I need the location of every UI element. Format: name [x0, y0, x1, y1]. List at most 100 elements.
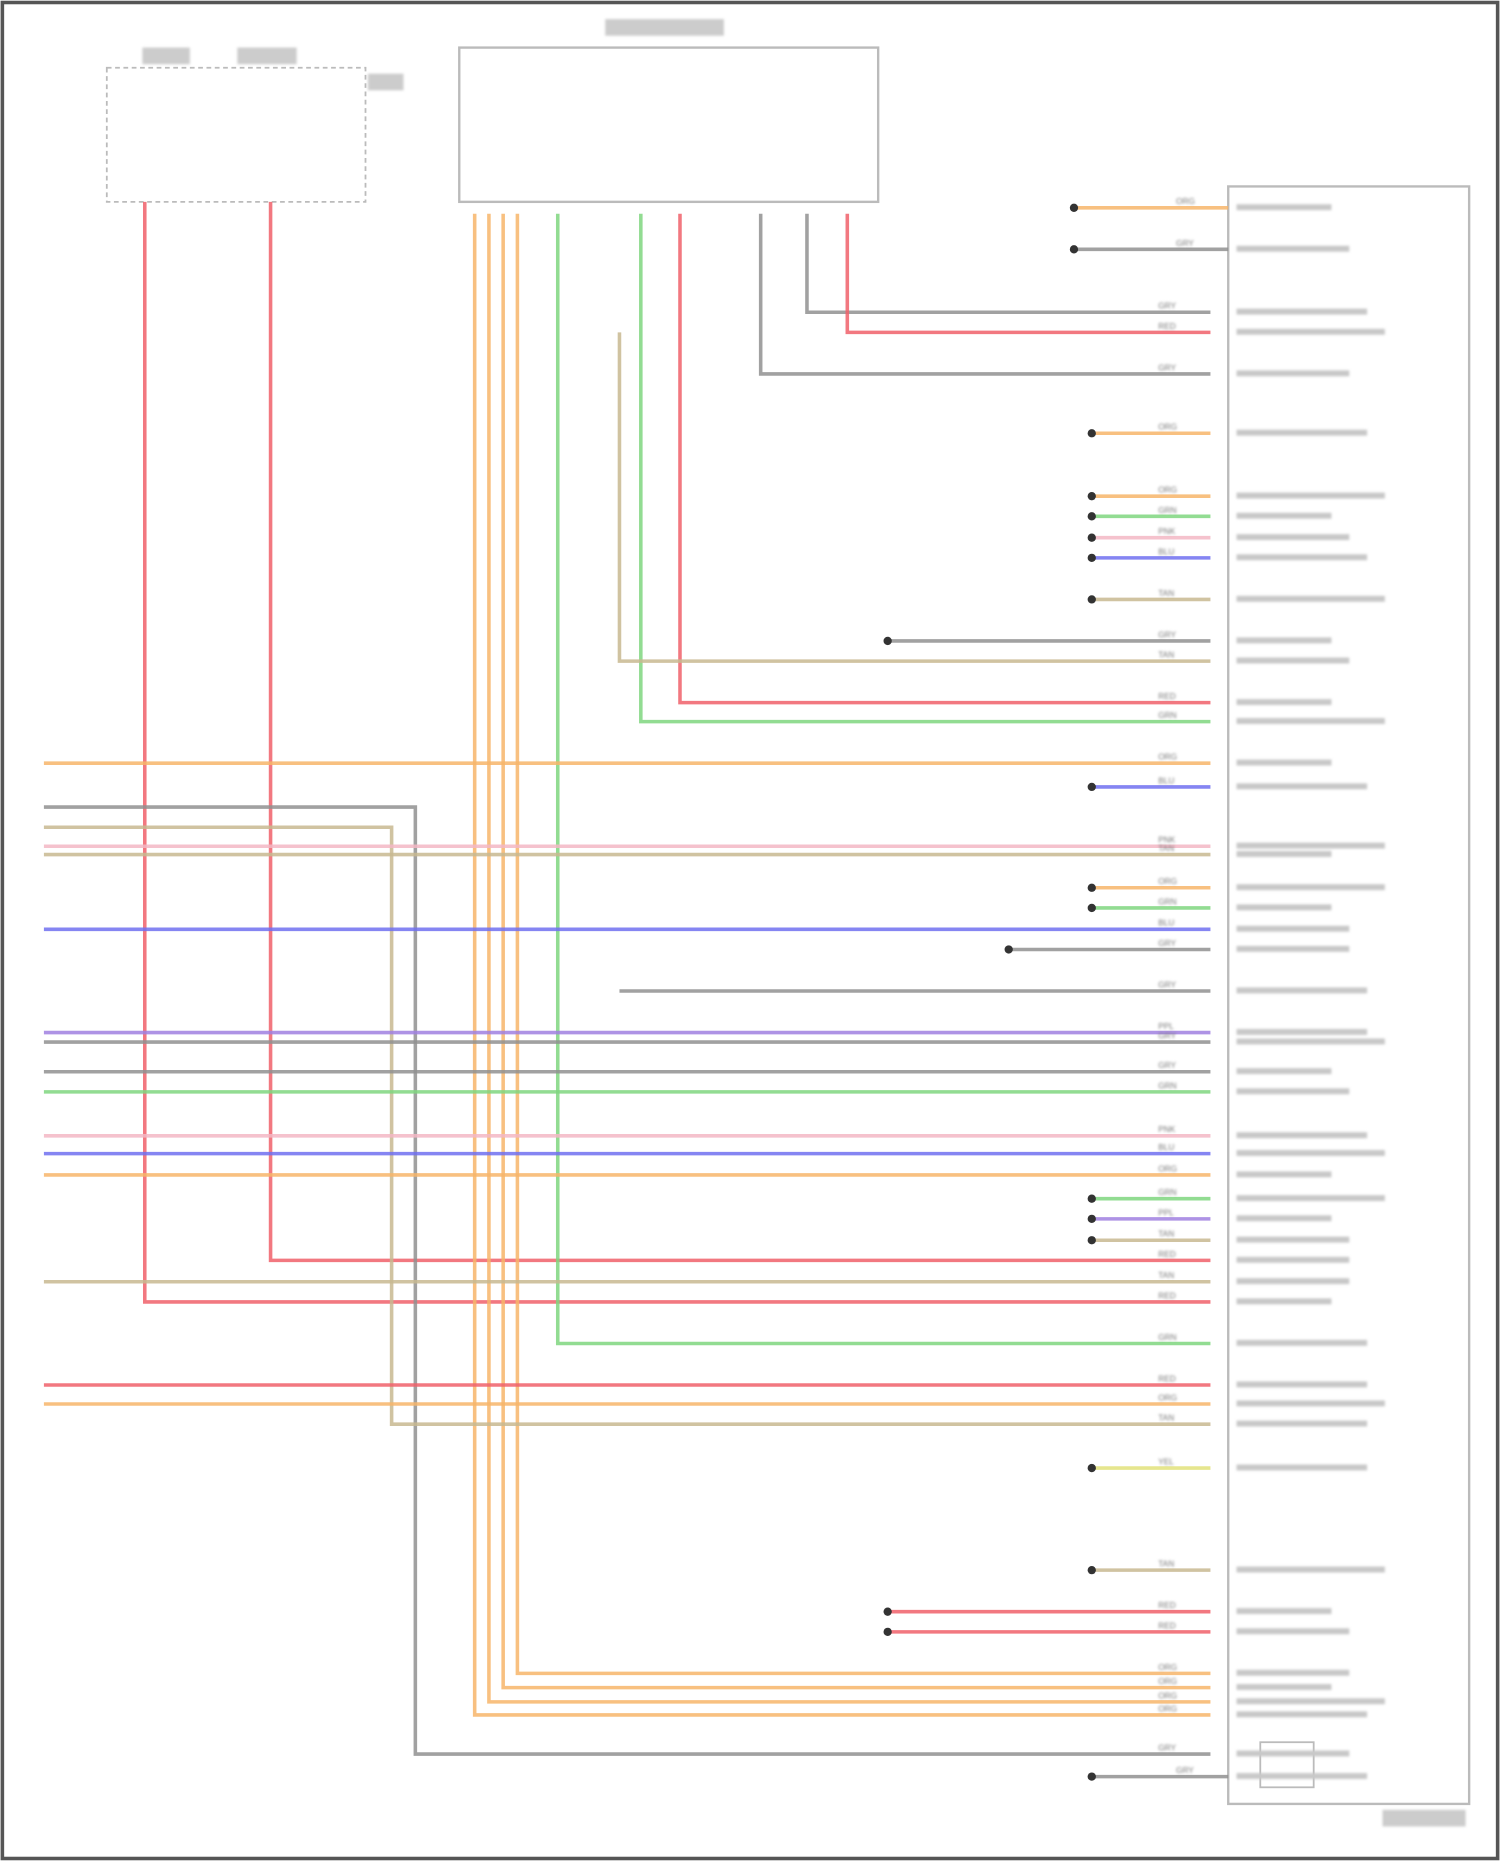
pin-label-illegible	[1236, 884, 1385, 891]
pin-label-illegible	[1236, 1339, 1368, 1346]
pin-label-illegible	[1236, 1298, 1332, 1305]
splice-dot	[883, 636, 892, 646]
pin-label-illegible	[1236, 1420, 1368, 1427]
wire-gry	[758, 213, 1211, 376]
pin-label-illegible	[1236, 637, 1332, 644]
splice-dot	[1087, 553, 1096, 563]
top-module-box	[458, 46, 880, 204]
pin-label-illegible	[1236, 1150, 1385, 1156]
pin-label-illegible	[1236, 904, 1332, 911]
wire-color-label: TAN	[1158, 1270, 1174, 1280]
wire-color-label: ORG	[1158, 1676, 1177, 1686]
splice-dot	[1087, 1772, 1096, 1781]
wire-color-label: GRY	[1158, 1743, 1176, 1753]
splice-dot	[1087, 429, 1096, 438]
wire-color-label: PNK	[1158, 526, 1176, 536]
pin-label-illegible	[1236, 1278, 1350, 1285]
splice-dot	[1069, 203, 1079, 212]
pin-label-illegible	[1236, 1464, 1368, 1471]
fuse-block-box	[105, 66, 367, 203]
wire-color-label: PPL	[1158, 1021, 1174, 1031]
splice-dot	[1087, 782, 1096, 792]
splice-dot	[1087, 1214, 1096, 1224]
wire-color-label: GRY	[1158, 979, 1176, 989]
wire-color-label: GRN	[1158, 505, 1176, 515]
pin-label-illegible	[1236, 1381, 1368, 1388]
header-label-illegible	[1382, 1809, 1466, 1827]
pin-label-illegible	[1236, 1195, 1385, 1202]
wire-grn	[639, 213, 1211, 724]
pin-label-illegible	[1236, 1711, 1368, 1718]
wire-color-label: RED	[1158, 1373, 1176, 1383]
pin-label-illegible	[1236, 1628, 1350, 1635]
pin-label-illegible	[1236, 512, 1332, 519]
wire-tan	[43, 825, 1211, 1426]
wire-color-label: ORG	[1158, 485, 1177, 495]
wire-color-label: GRN	[1158, 1080, 1176, 1090]
pin-label-illegible	[1236, 429, 1368, 436]
pin-label-illegible	[1236, 370, 1350, 377]
wire-color-label: RED	[1158, 691, 1176, 701]
splice-dot	[1087, 903, 1096, 913]
wire-gry	[805, 213, 1211, 315]
pin-label-illegible	[1236, 850, 1332, 857]
wire-org	[487, 213, 1211, 1704]
pin-label-illegible	[1236, 1566, 1385, 1573]
wire-color-label: RED	[1158, 321, 1176, 331]
wire-color-label: BLU	[1158, 546, 1174, 556]
wire-color-label: GRY	[1176, 1765, 1194, 1775]
splice-dot	[1087, 883, 1096, 892]
pin-label-illegible	[1236, 245, 1350, 252]
header-label-illegible	[142, 47, 190, 65]
wire-tan	[617, 332, 1211, 663]
wire-color-label: RED	[1158, 1620, 1176, 1630]
wire-org	[501, 213, 1211, 1690]
wire-color-label: TAN	[1158, 1559, 1174, 1569]
pin-label-illegible	[1236, 328, 1385, 335]
wire-color-label: BLU	[1158, 1142, 1174, 1152]
pin-label-illegible	[1236, 1669, 1350, 1676]
pin-label-illegible	[1236, 1698, 1385, 1705]
pin-label-illegible	[1236, 759, 1332, 766]
pin-label-illegible	[1236, 783, 1368, 790]
pin-label-illegible	[1236, 657, 1350, 664]
wire-grn	[555, 213, 1211, 1346]
wire-color-label: BLU	[1158, 918, 1174, 928]
wire-color-label: GRY	[1158, 301, 1176, 311]
splice-dot	[1087, 512, 1096, 521]
labels-layer: RED RED ORG ORG ORG ORG GRN GRN RED GRY GRY RED ORG G…	[142, 19, 1466, 1827]
wire-color-label: TAN	[1158, 843, 1174, 853]
pin-label-illegible	[1236, 204, 1332, 211]
pin-label-illegible	[1236, 987, 1368, 994]
wire-red	[142, 201, 1211, 1304]
wire-color-label: GRY	[1158, 629, 1176, 639]
wire-color-label: GRN	[1158, 710, 1176, 720]
pin-label-illegible	[1236, 925, 1350, 932]
pin-label-illegible	[1236, 1132, 1368, 1139]
header-label-illegible	[237, 47, 297, 65]
wire-color-label: ORG	[1158, 1690, 1177, 1700]
wire-color-label: GRY	[1158, 1060, 1176, 1070]
splice-dot	[1087, 1194, 1096, 1203]
pin-label-illegible	[1236, 1608, 1332, 1615]
wire-red	[268, 201, 1211, 1263]
splice-dot	[1069, 245, 1079, 254]
pin-label-illegible	[1236, 1215, 1332, 1222]
splice-dot	[1087, 1236, 1096, 1245]
wire-color-label: RED	[1158, 1290, 1176, 1300]
wire-color-label: GRN	[1158, 1332, 1176, 1342]
pin-label-illegible	[1236, 945, 1350, 952]
wire-color-label: ORG	[1158, 876, 1177, 886]
pin-label-illegible	[1236, 1038, 1385, 1045]
pin-label-illegible	[1236, 1171, 1332, 1178]
wire-color-label: TAN	[1158, 650, 1174, 660]
wire-color-label: ORG	[1158, 1662, 1177, 1672]
pin-label-illegible	[1236, 554, 1368, 561]
wire-color-label: RED	[1158, 1600, 1176, 1610]
header-label-illegible	[605, 19, 724, 36]
pin-label-illegible	[1236, 308, 1368, 315]
pin-label-illegible	[1236, 1256, 1350, 1263]
pin-label-illegible	[1236, 842, 1385, 849]
wire-color-label: PNK	[1158, 835, 1176, 845]
